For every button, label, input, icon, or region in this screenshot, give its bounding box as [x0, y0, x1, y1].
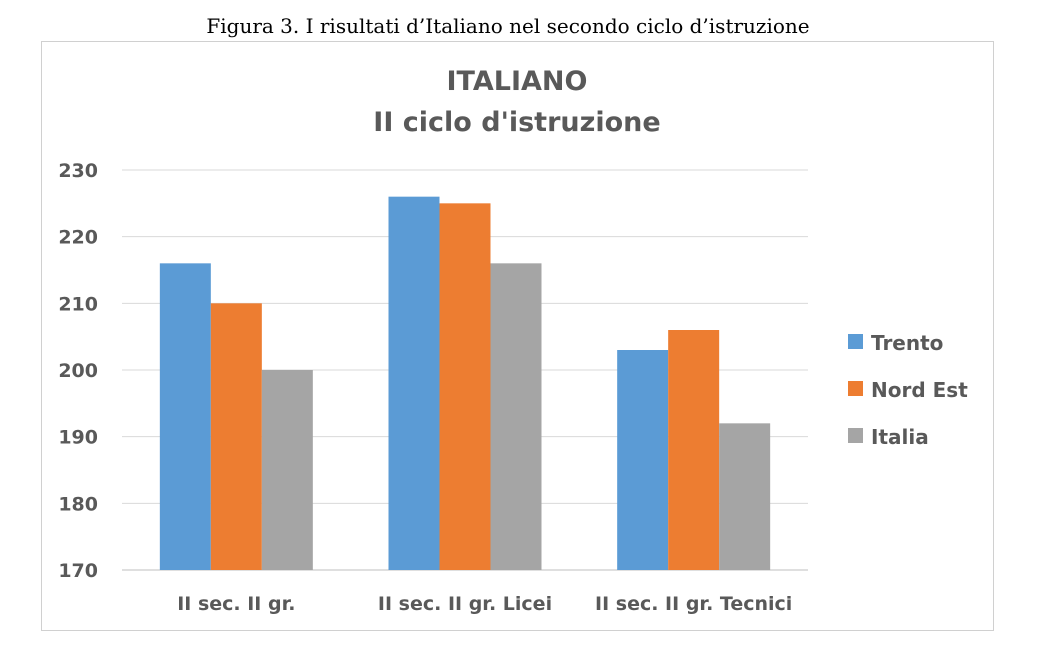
- bar-trento-1: [159, 263, 211, 570]
- y-tick-label: 210: [58, 293, 98, 315]
- y-tick-label: 200: [58, 360, 98, 382]
- bar-trento-2: [388, 196, 440, 570]
- legend-label: Italia: [871, 425, 929, 449]
- legend: Trento Nord Est Italia: [848, 331, 968, 449]
- chart-title-line-2: II ciclo d'istruzione: [373, 107, 660, 138]
- chart-frame: [41, 41, 994, 631]
- chart-title-line-1: ITALIANO: [447, 66, 588, 97]
- bars: [159, 196, 771, 571]
- y-tick-label: 220: [58, 227, 98, 249]
- bar-nord-est-3: [668, 330, 720, 570]
- x-category-label: II sec. II gr.: [177, 593, 295, 615]
- figure-caption: Figura 3. I risultati d’Italiano nel sec…: [206, 14, 810, 38]
- y-tick-label: 170: [58, 560, 98, 582]
- bar-nord-est-2: [439, 203, 491, 571]
- bar-italia-3: [719, 423, 771, 570]
- legend-label: Trento: [871, 331, 943, 355]
- chart-title: ITALIANO II ciclo d'istruzione: [373, 66, 660, 138]
- y-tick-label: 190: [58, 427, 98, 449]
- legend-label: Nord Est: [871, 378, 968, 402]
- bar-italia-2: [490, 263, 542, 570]
- bar-trento-3: [617, 350, 669, 570]
- y-axis-ticks: 230 220 210 200 190 180 170: [58, 160, 98, 582]
- legend-swatch: [848, 428, 863, 443]
- x-axis-categories: II sec. II gr. II sec. II gr. Licei II sec…: [177, 593, 792, 615]
- y-tick-label: 230: [58, 160, 98, 182]
- x-category-label: II sec. II gr. Licei: [378, 593, 552, 615]
- bar-nord-est-1: [210, 303, 262, 570]
- y-tick-label: 180: [58, 493, 98, 515]
- legend-swatch: [848, 334, 863, 349]
- legend-swatch: [848, 381, 863, 396]
- bar-italia-1: [261, 370, 313, 570]
- x-category-label: II sec. II gr. Tecnici: [595, 593, 792, 615]
